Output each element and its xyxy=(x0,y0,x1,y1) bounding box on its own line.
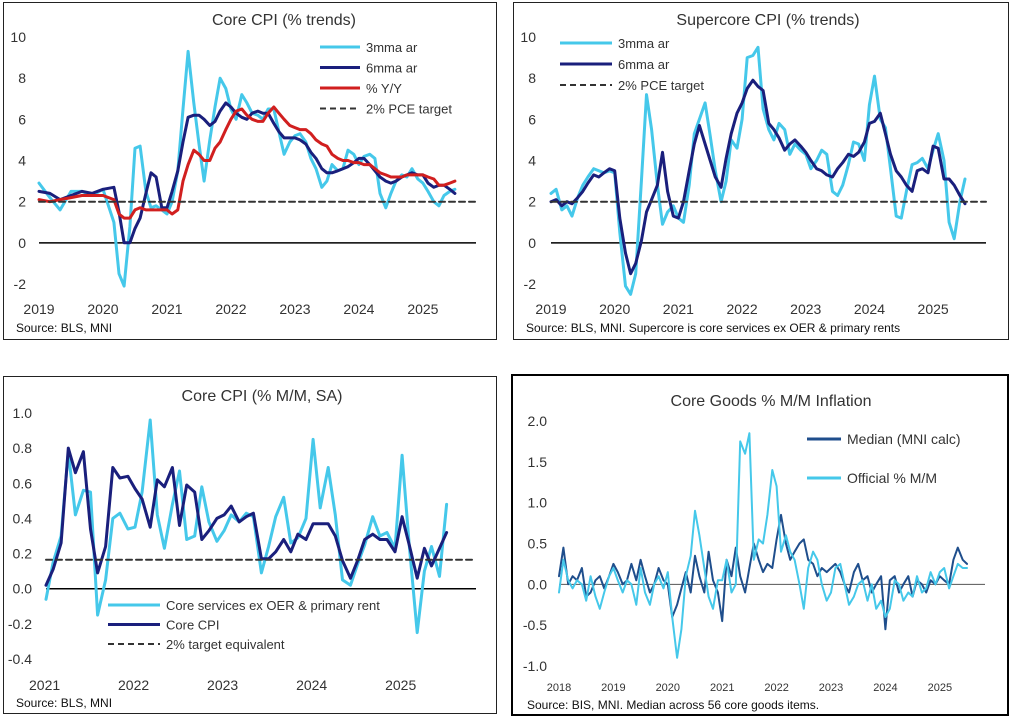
y-tick-label: 1.0 xyxy=(528,495,548,511)
y-tick-label: 0.0 xyxy=(13,581,33,597)
x-tick-label: 2018 xyxy=(547,682,571,694)
y-tick-label: 0 xyxy=(528,235,536,251)
legend-label: Official % M/M xyxy=(847,470,937,486)
chart-core-cpi-trends: Core CPI (% trends) -2 0 2 4 6 8 10 2019 2020 2021… xyxy=(10,12,477,335)
y-tick-label: -0.2 xyxy=(8,616,32,632)
y-tick-label: 4 xyxy=(528,153,536,169)
x-tick-label: 2022 xyxy=(764,682,788,694)
x-tick-label: 2023 xyxy=(279,301,310,317)
chart-title: Supercore CPI (% trends) xyxy=(676,12,859,29)
chart-title: Core CPI (% trends) xyxy=(212,12,356,29)
x-tick-label: 2021 xyxy=(29,677,60,693)
y-tick-label: 0.6 xyxy=(13,475,33,491)
source-note: Source: BLS, MNI xyxy=(16,321,112,335)
y-tick-label: 2 xyxy=(528,194,536,210)
y-tick-label: 10 xyxy=(520,29,536,45)
legend-label: 3mma ar xyxy=(618,36,670,51)
chart-core-goods-mm: Core Goods % M/M Inflation -1.0 -0.5 0.0 0.5… xyxy=(523,393,985,712)
y-tick-label: 2.0 xyxy=(528,413,548,429)
x-tick-label: 2024 xyxy=(343,301,374,317)
y-tick-label: 2 xyxy=(18,194,26,210)
source-note: Source: BLS, MNI. Supercore is core serv… xyxy=(526,321,900,335)
x-tick-label: 2024 xyxy=(873,682,897,694)
x-tick-label: 2023 xyxy=(819,682,843,694)
chart-panel-supercore-cpi-trends: Supercore CPI (% trends) -2 0 2 4 6 8 10 2019 202… xyxy=(513,2,1009,340)
y-tick-label: 0.8 xyxy=(13,440,33,456)
chart-title: Core CPI (% M/M, SA) xyxy=(182,388,343,405)
legend-label: 6mma ar xyxy=(618,57,670,72)
x-tick-label: 2021 xyxy=(663,301,694,317)
x-tick-label: 2020 xyxy=(656,682,680,694)
y-tick-label: 4 xyxy=(18,153,26,169)
chart-supercore-cpi-trends: Supercore CPI (% trends) -2 0 2 4 6 8 10 2019 202… xyxy=(520,12,987,335)
legend-label: 3mma ar xyxy=(366,40,418,55)
y-tick-label: -0.4 xyxy=(8,651,32,667)
legend-label: Core CPI xyxy=(166,618,219,633)
series-line-official-m-m xyxy=(558,432,968,659)
x-tick-label: 2021 xyxy=(151,301,182,317)
x-tick-label: 2021 xyxy=(710,682,734,694)
y-tick-label: 0.4 xyxy=(13,510,33,526)
legend-label: Core services ex OER & primary rent xyxy=(166,598,380,613)
series-line-6mma-ar xyxy=(37,101,457,245)
source-note: Source: BLS, MNI xyxy=(16,696,112,710)
x-tick-label: 2019 xyxy=(23,301,54,317)
y-tick-label: -1.0 xyxy=(523,658,547,674)
y-tick-label: 8 xyxy=(18,70,26,86)
x-tick-label: 2019 xyxy=(535,301,566,317)
y-tick-label: 1.0 xyxy=(13,405,33,421)
legend-label: 2% PCE target xyxy=(366,102,452,117)
y-tick-label: 6 xyxy=(528,111,536,127)
y-tick-label: 8 xyxy=(528,70,536,86)
source-note: Source: BIS, MNI. Median across 56 core … xyxy=(527,698,819,712)
series-line-core-cpi xyxy=(44,446,449,587)
legend-label: % Y/Y xyxy=(366,81,402,96)
chart-panel-core-cpi-trends: Core CPI (% trends) -2 0 2 4 6 8 10 2019 2020 2021… xyxy=(3,2,497,340)
series-line-y-y xyxy=(37,105,457,220)
x-tick-label: 2023 xyxy=(790,301,821,317)
y-tick-label: 10 xyxy=(10,29,26,45)
y-tick-label: 1.5 xyxy=(528,454,548,470)
y-tick-label: -2 xyxy=(14,276,27,292)
legend-label: 2% PCE target xyxy=(618,78,704,93)
x-tick-label: 2025 xyxy=(918,301,949,317)
series-line-3mma-ar xyxy=(549,45,967,296)
chart-title: Core Goods % M/M Inflation xyxy=(671,393,872,410)
y-tick-label: -2 xyxy=(524,276,537,292)
x-tick-label: 2019 xyxy=(601,682,625,694)
x-tick-label: 2022 xyxy=(726,301,757,317)
y-tick-label: -0.5 xyxy=(523,617,547,633)
chart-core-cpi-mm: Core CPI (% M/M, SA) -0.4 -0.2 0.0 0.2 0.4 0.6… xyxy=(8,388,477,710)
x-tick-label: 2025 xyxy=(407,301,438,317)
y-tick-label: 6 xyxy=(18,111,26,127)
x-tick-label: 2023 xyxy=(207,677,238,693)
legend-label: Median (MNI calc) xyxy=(847,431,961,447)
legend-label: 2% target equivalent xyxy=(166,637,285,652)
x-tick-label: 2024 xyxy=(854,301,885,317)
series-line-median-mni-calc xyxy=(558,513,968,631)
y-tick-label: 0.2 xyxy=(13,546,33,562)
y-tick-label: 0.0 xyxy=(528,576,548,592)
chart-panel-core-cpi-mm: Core CPI (% M/M, SA) -0.4 -0.2 0.0 0.2 0.4 0.6… xyxy=(3,376,497,714)
legend-label: 6mma ar xyxy=(366,61,418,76)
x-tick-label: 2022 xyxy=(118,677,149,693)
y-tick-label: 0.5 xyxy=(528,536,548,552)
x-tick-label: 2022 xyxy=(215,301,246,317)
series-line-6mma-ar xyxy=(549,78,967,276)
series-line-core-services-ex-oer-primary-rent xyxy=(44,418,449,635)
x-tick-label: 2025 xyxy=(928,682,952,694)
chart-panel-core-goods-mm: Core Goods % M/M Inflation -1.0 -0.5 0.0 0.5… xyxy=(511,374,1009,716)
x-tick-label: 2025 xyxy=(385,677,416,693)
x-tick-label: 2024 xyxy=(296,677,327,693)
x-tick-label: 2020 xyxy=(599,301,630,317)
y-tick-label: 0 xyxy=(18,235,26,251)
x-tick-label: 2020 xyxy=(87,301,118,317)
